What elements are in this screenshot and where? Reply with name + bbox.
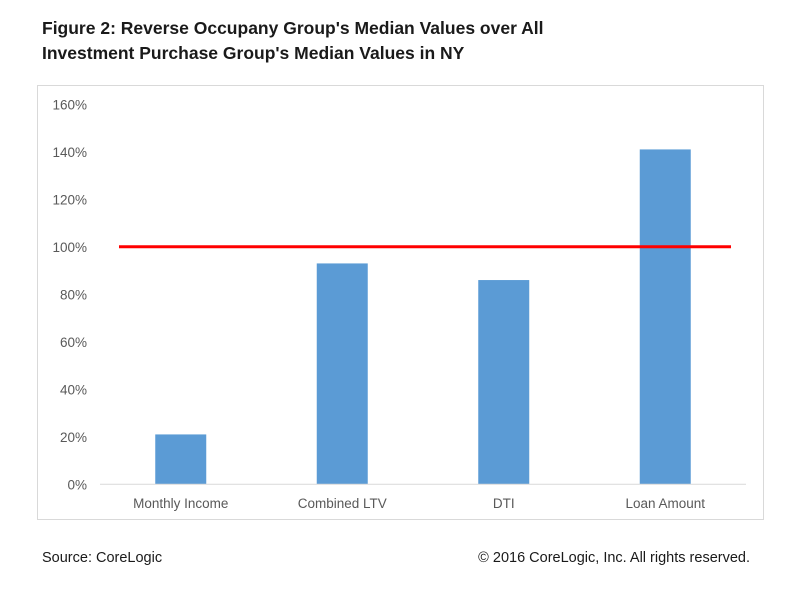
y-tick-label: 20% [60,430,87,445]
x-tick-label: DTI [493,496,515,511]
y-tick-label: 120% [52,192,87,207]
copyright-note: © 2016 CoreLogic, Inc. All rights reserv… [478,550,750,566]
y-tick-label: 80% [60,287,87,302]
chart-title: Figure 2: Reverse Occupany Group's Media… [42,16,543,66]
y-tick-label: 100% [52,240,87,255]
chart-title-line-2: Investment Purchase Group's Median Value… [42,43,465,63]
y-tick-label: 40% [60,382,87,397]
y-tick-label: 60% [60,335,87,350]
bar-combined-ltv [316,263,368,485]
y-tick-label: 140% [52,145,87,160]
y-tick-label: 160% [52,97,87,112]
x-tick-label: Monthly Income [133,496,228,511]
chart-frame [37,85,764,520]
bar-monthly-income [155,434,207,485]
source-note: Source: CoreLogic [42,550,163,566]
x-tick-label: Combined LTV [298,496,387,511]
y-tick-label: 0% [67,477,87,492]
bar-loan-amount [639,149,691,485]
bar-dti [478,280,530,485]
x-tick-label: Loan Amount [625,496,705,511]
chart-title-line-1: Figure 2: Reverse Occupany Group's Media… [42,18,544,38]
